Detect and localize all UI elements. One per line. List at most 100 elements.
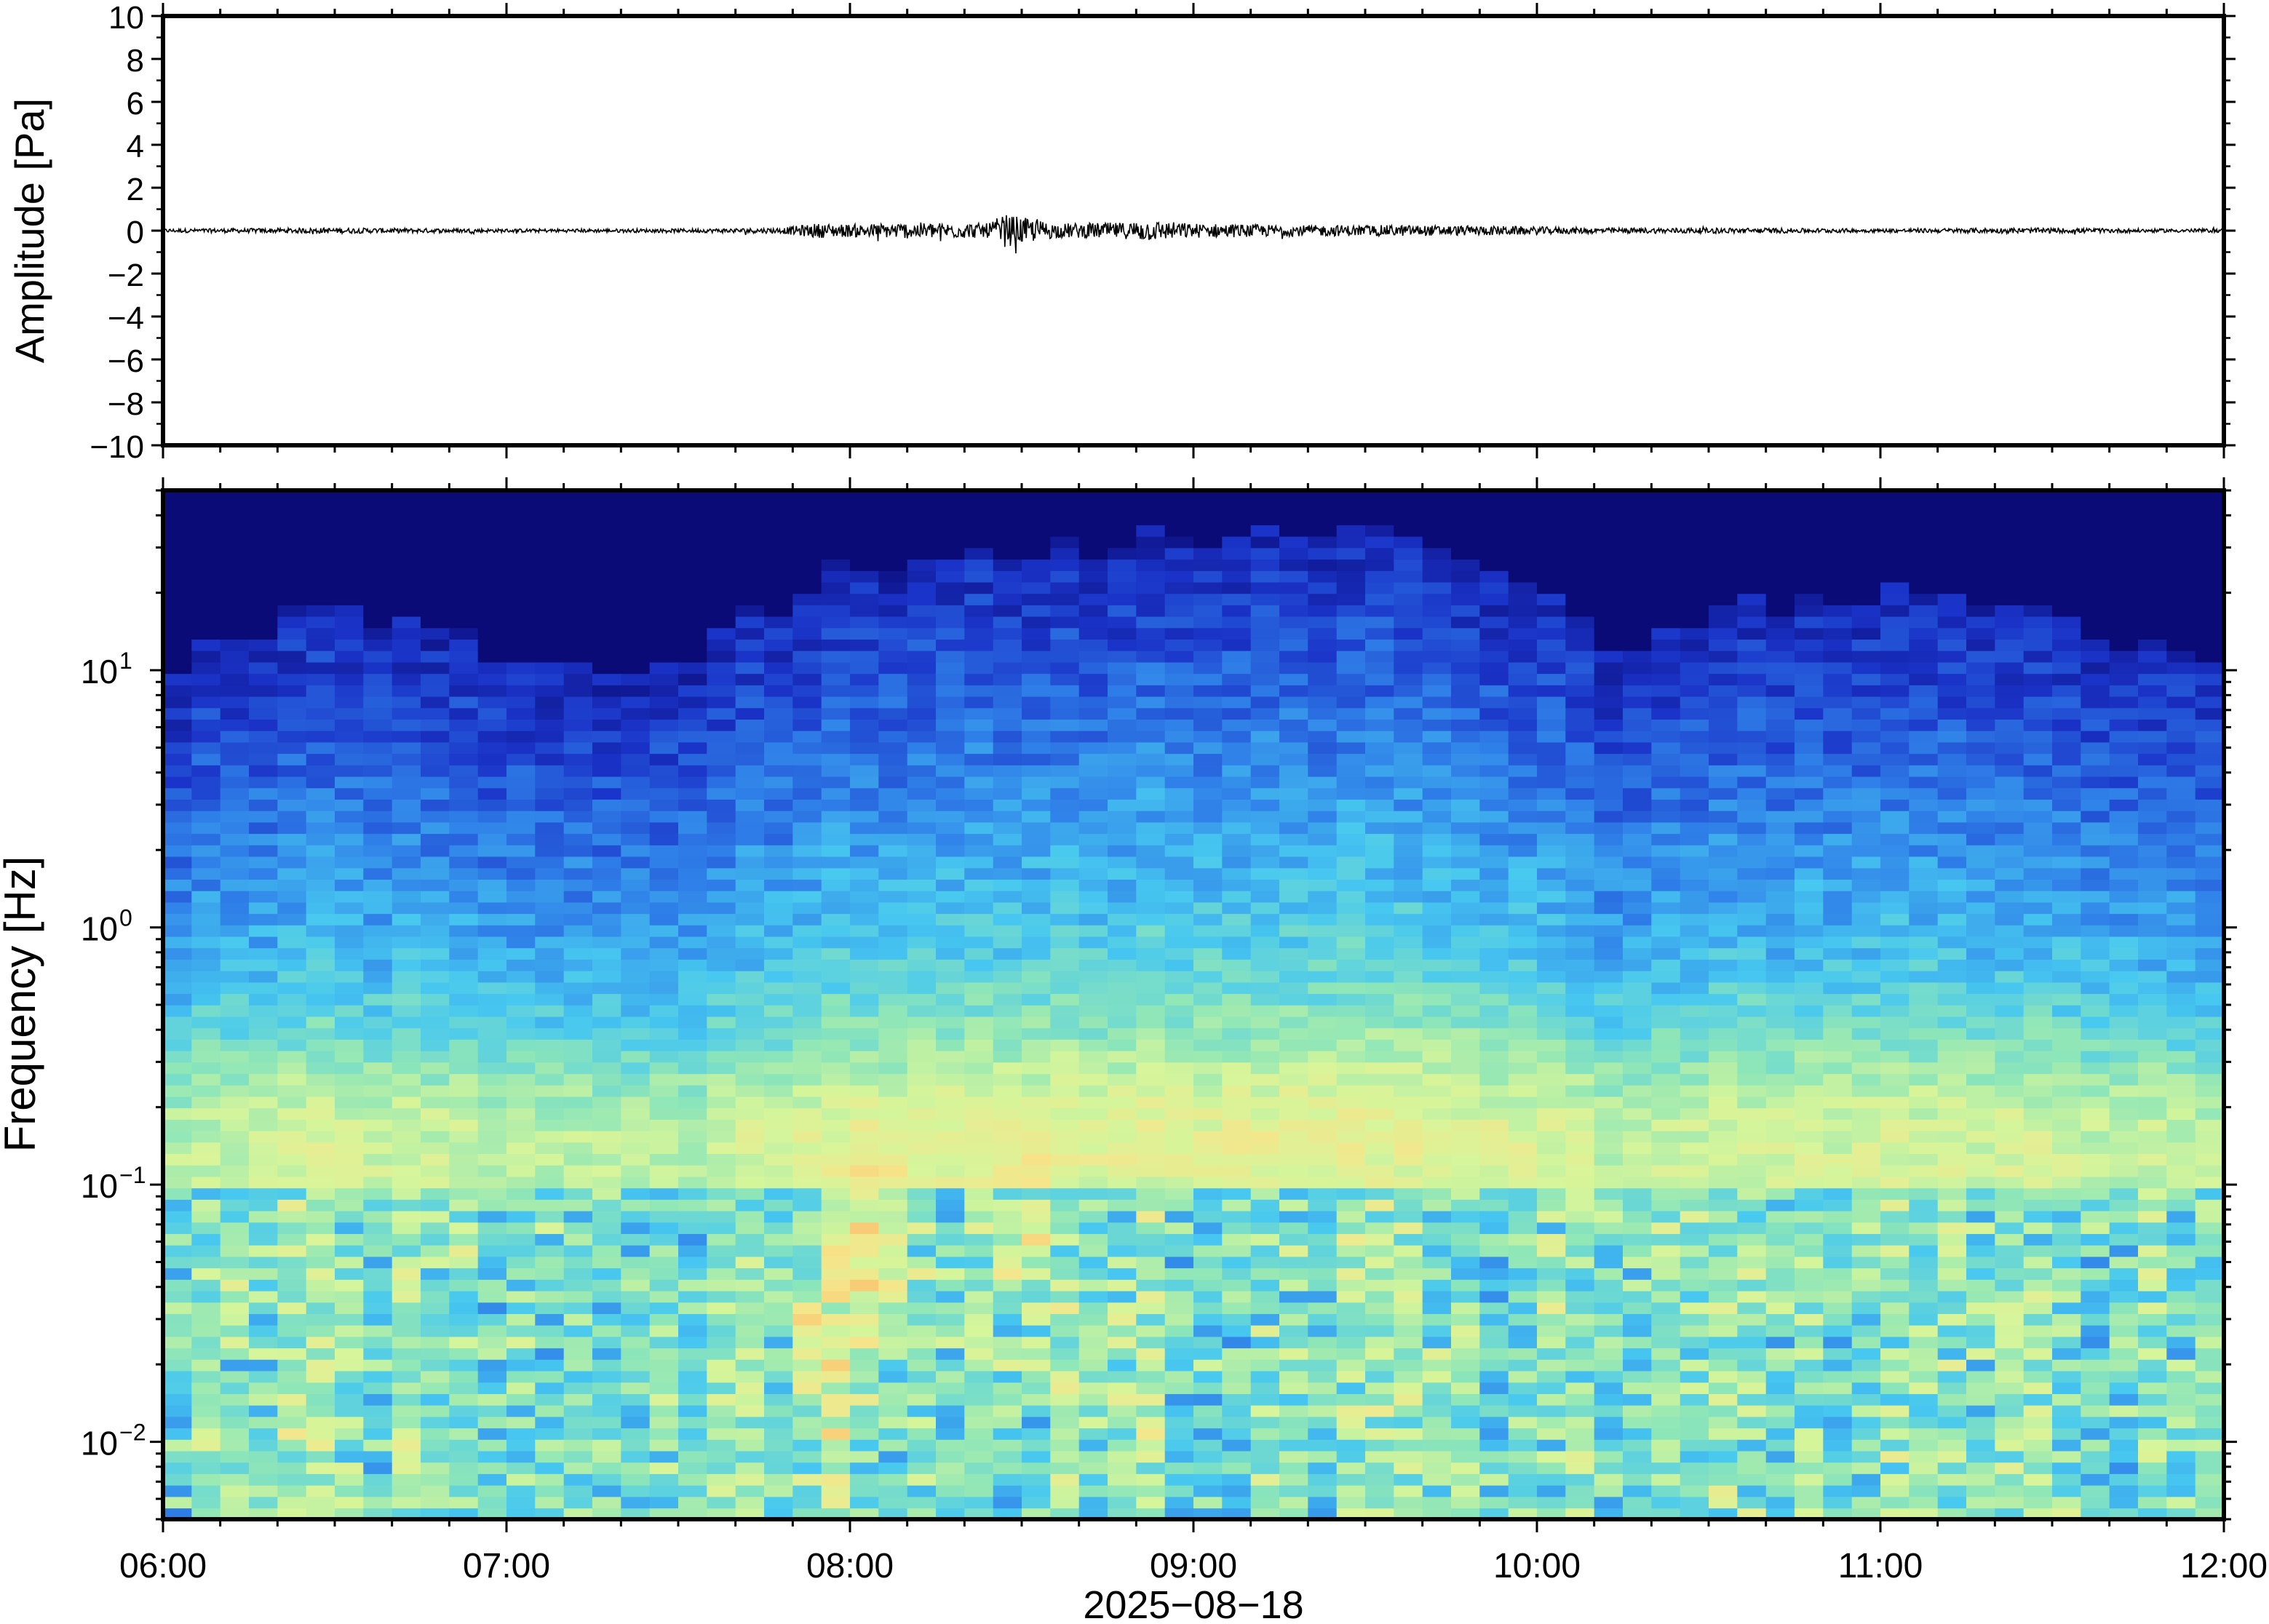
spectrogram-cell bbox=[1136, 1005, 1166, 1017]
spectrogram-cell bbox=[449, 1484, 479, 1497]
spectrogram-cell bbox=[592, 513, 622, 525]
spectrogram-cell bbox=[1164, 707, 1194, 720]
spectrogram-cell bbox=[678, 741, 708, 755]
spectrogram-cell bbox=[1365, 925, 1395, 937]
spectrogram-cell bbox=[1394, 673, 1423, 685]
spectrogram-cell bbox=[1136, 1073, 1166, 1086]
spectrogram-cell bbox=[1565, 1336, 1595, 1349]
spectrogram-cell bbox=[1537, 673, 1567, 685]
spectrogram-cell bbox=[1680, 1016, 1709, 1029]
spectrogram-cell bbox=[592, 1267, 622, 1280]
spectrogram-cell bbox=[1537, 1199, 1567, 1211]
spectrogram-cell bbox=[477, 982, 507, 995]
spectrogram-cell bbox=[1508, 947, 1538, 960]
spectrogram-cell bbox=[1136, 1508, 1166, 1519]
spectrogram-cell bbox=[306, 1439, 335, 1452]
spectrogram-cell bbox=[907, 1484, 937, 1497]
spectrogram-cell bbox=[1651, 810, 1681, 823]
spectrogram-cell bbox=[563, 833, 593, 845]
spectrogram-cell bbox=[1365, 1222, 1395, 1234]
spectrogram-cell bbox=[821, 1290, 851, 1303]
spectrogram-cell bbox=[249, 490, 279, 503]
spectrogram-cell bbox=[1250, 1439, 1280, 1452]
spectrogram-cell bbox=[1565, 1508, 1595, 1519]
spectrogram-cell bbox=[449, 1508, 479, 1519]
spectrogram-cell bbox=[163, 970, 193, 983]
spectrogram-cell bbox=[277, 776, 307, 789]
spectrogram-cell bbox=[1050, 627, 1080, 640]
spectrogram-cell bbox=[363, 901, 393, 915]
spectrogram-cell bbox=[621, 501, 651, 514]
spectrogram-cell bbox=[1164, 1222, 1194, 1234]
spectrogram-cell bbox=[792, 639, 822, 651]
spectrogram-cell bbox=[678, 707, 708, 720]
spectrogram-cell bbox=[649, 1107, 679, 1120]
spectrogram-cell bbox=[592, 605, 622, 617]
spectrogram-cell bbox=[1336, 1359, 1366, 1372]
spectrogram-cell bbox=[1193, 913, 1223, 926]
spectrogram-cell bbox=[1394, 787, 1423, 800]
spectrogram-cell bbox=[335, 1050, 365, 1063]
spectrogram-cell bbox=[1164, 1508, 1194, 1519]
spectrogram-cell bbox=[1193, 1302, 1223, 1314]
spectrogram-cell bbox=[707, 821, 736, 835]
spectrogram-cell bbox=[1651, 547, 1681, 560]
spectrogram-cell bbox=[249, 639, 279, 651]
spectrogram-cell bbox=[277, 501, 307, 514]
spectrogram-cell bbox=[477, 1302, 507, 1314]
spectrogram-cell bbox=[392, 1210, 421, 1223]
spectrogram-cell bbox=[163, 1473, 193, 1486]
spectrogram-cell bbox=[1136, 1199, 1166, 1211]
spectrogram-cell bbox=[1250, 1496, 1280, 1509]
spectrogram-cell bbox=[535, 707, 565, 720]
spectrogram-cell bbox=[1050, 1187, 1080, 1200]
spectrogram-cell bbox=[1250, 1484, 1280, 1497]
spectrogram-cell bbox=[1365, 1187, 1395, 1200]
spectrogram-cell bbox=[1623, 936, 1653, 949]
spectrogram-cell bbox=[964, 685, 994, 697]
spectrogram-cell bbox=[936, 925, 966, 937]
spectrogram-cell bbox=[907, 501, 937, 514]
spectrogram-cell bbox=[1336, 1348, 1366, 1360]
spectrogram-cell bbox=[1108, 936, 1137, 949]
spectrogram-cell bbox=[191, 1484, 221, 1497]
spectrogram-cell bbox=[907, 867, 937, 880]
spectrogram-cell bbox=[191, 1496, 221, 1509]
spectrogram-cell bbox=[649, 639, 679, 651]
spectrogram-cell bbox=[1222, 845, 1252, 857]
spectrogram-cell bbox=[621, 970, 651, 983]
spectrogram-cell bbox=[964, 925, 994, 937]
spectrogram-cell bbox=[707, 1359, 736, 1372]
spectrogram-cell bbox=[535, 627, 565, 640]
spectrogram-cell bbox=[249, 1462, 279, 1474]
spectrogram-cell bbox=[563, 1005, 593, 1017]
spectrogram-cell bbox=[649, 1462, 679, 1474]
spectrogram-cell bbox=[1623, 1256, 1653, 1269]
spectrogram-cell bbox=[1508, 536, 1538, 549]
spectrogram-cell bbox=[392, 581, 421, 594]
spectrogram-cell bbox=[792, 901, 822, 915]
spectrogram-cell bbox=[1336, 936, 1366, 949]
spectrogram-cell bbox=[1422, 1256, 1452, 1269]
spectrogram-cell bbox=[764, 867, 794, 880]
spectrogram-cell bbox=[907, 821, 937, 835]
spectrogram-cell bbox=[191, 1336, 221, 1349]
spectrogram-cell bbox=[764, 890, 794, 903]
spectrogram-cell bbox=[707, 1244, 736, 1257]
spectrogram-cell bbox=[878, 1404, 908, 1417]
spectrogram-cell bbox=[249, 901, 279, 915]
spectrogram-cell bbox=[392, 1416, 421, 1429]
spectrogram-cell bbox=[1651, 1404, 1681, 1417]
spectrogram-cell bbox=[1050, 1039, 1080, 1051]
spectrogram-cell bbox=[421, 1382, 450, 1394]
spectrogram-cell bbox=[277, 1370, 307, 1383]
spectrogram-cell bbox=[1451, 1496, 1481, 1509]
spectrogram-cell bbox=[1222, 1382, 1252, 1394]
spectrogram-cell bbox=[449, 1187, 479, 1200]
spectrogram-cell bbox=[1651, 536, 1681, 549]
spectrogram-cell bbox=[1050, 810, 1080, 823]
spectrogram-cell bbox=[421, 547, 450, 560]
spectrogram-cell bbox=[506, 845, 536, 857]
spectrogram-cell bbox=[449, 970, 479, 983]
spectrogram-cell bbox=[163, 696, 193, 709]
